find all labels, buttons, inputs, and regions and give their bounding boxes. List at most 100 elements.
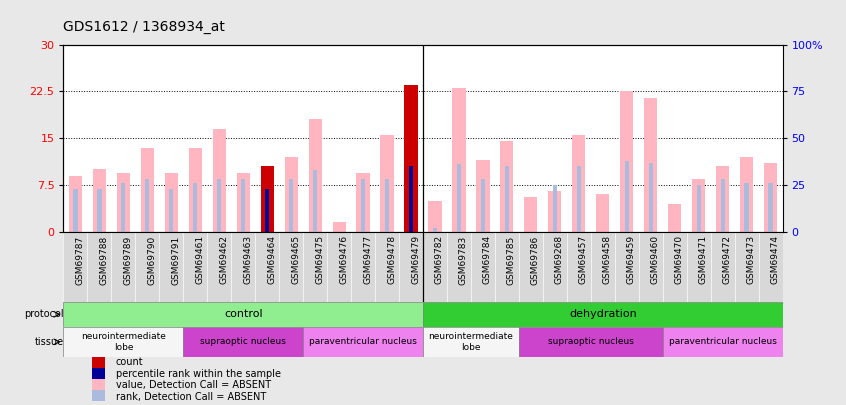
Text: GSM69476: GSM69476	[339, 235, 348, 284]
Bar	[121, 183, 125, 232]
Bar	[184, 232, 207, 302]
Bar	[662, 326, 783, 357]
Text: GSM69460: GSM69460	[651, 235, 660, 284]
Bar	[87, 232, 112, 302]
Text: GSM69785: GSM69785	[507, 235, 516, 285]
Bar	[231, 232, 255, 302]
Bar	[428, 200, 442, 232]
Bar	[184, 326, 303, 357]
Bar	[543, 232, 567, 302]
Bar	[519, 326, 662, 357]
Bar	[525, 198, 537, 232]
Text: dehydration: dehydration	[569, 309, 637, 319]
Text: paraventricular nucleus: paraventricular nucleus	[668, 337, 777, 346]
Text: paraventricular nucleus: paraventricular nucleus	[309, 337, 417, 346]
Text: GSM69786: GSM69786	[531, 235, 540, 285]
Bar	[399, 232, 423, 302]
Bar	[476, 160, 490, 232]
Bar	[92, 390, 105, 403]
Bar	[361, 179, 365, 232]
Bar	[303, 232, 327, 302]
Bar	[764, 163, 777, 232]
Text: GSM69463: GSM69463	[244, 235, 252, 284]
Bar	[649, 162, 653, 232]
Text: count: count	[116, 357, 144, 367]
Text: GSM69461: GSM69461	[195, 235, 204, 284]
Bar	[620, 92, 634, 232]
Bar	[241, 179, 245, 232]
Text: value, Detection Call = ABSENT: value, Detection Call = ABSENT	[116, 380, 271, 390]
Bar	[721, 179, 725, 232]
Text: GSM69475: GSM69475	[315, 235, 324, 284]
Bar	[237, 173, 250, 232]
Bar	[112, 232, 135, 302]
Bar	[615, 232, 639, 302]
Bar	[457, 164, 461, 232]
Bar	[548, 191, 562, 232]
Text: GSM69478: GSM69478	[387, 235, 396, 284]
Bar	[92, 379, 105, 391]
Bar	[63, 326, 184, 357]
Bar	[217, 179, 222, 232]
Bar	[289, 179, 294, 232]
Bar	[662, 232, 687, 302]
Text: GDS1612 / 1368934_at: GDS1612 / 1368934_at	[63, 20, 225, 34]
Bar	[471, 232, 495, 302]
Bar	[146, 179, 150, 232]
Bar	[624, 161, 629, 232]
Bar	[519, 232, 543, 302]
Bar	[639, 232, 662, 302]
Bar	[381, 135, 393, 232]
Bar	[596, 194, 609, 232]
Bar	[165, 173, 178, 232]
Text: neurointermediate
lobe: neurointermediate lobe	[429, 332, 514, 352]
Bar	[495, 232, 519, 302]
Bar	[409, 166, 413, 232]
Text: supraoptic nucleus: supraoptic nucleus	[201, 337, 286, 346]
Bar	[63, 302, 423, 326]
Bar	[744, 183, 749, 232]
Text: GSM69470: GSM69470	[675, 235, 684, 284]
Text: GSM69791: GSM69791	[171, 235, 180, 285]
Bar	[261, 166, 274, 232]
Bar	[385, 179, 389, 232]
Text: GSM69474: GSM69474	[771, 235, 779, 284]
Bar	[481, 179, 485, 232]
Bar	[505, 166, 509, 232]
Text: GSM69477: GSM69477	[363, 235, 372, 284]
Text: GSM69479: GSM69479	[411, 235, 420, 284]
Bar	[303, 326, 423, 357]
Bar	[552, 185, 557, 232]
Bar	[327, 232, 351, 302]
Bar	[577, 166, 581, 232]
Bar	[404, 85, 418, 232]
Text: GSM69459: GSM69459	[627, 235, 635, 284]
Bar	[692, 179, 706, 232]
Bar	[716, 166, 729, 232]
Bar	[332, 222, 346, 232]
Bar	[734, 232, 759, 302]
Bar	[423, 326, 519, 357]
Text: GSM69268: GSM69268	[555, 235, 563, 284]
Bar	[423, 302, 783, 326]
Bar	[351, 232, 375, 302]
Bar	[207, 232, 231, 302]
Text: GSM69782: GSM69782	[435, 235, 444, 284]
Text: neurointermediate
lobe: neurointermediate lobe	[81, 332, 166, 352]
Text: GSM69465: GSM69465	[291, 235, 300, 284]
Text: GSM69783: GSM69783	[459, 235, 468, 285]
Bar	[92, 356, 105, 369]
Text: GSM69790: GSM69790	[147, 235, 157, 285]
Text: protocol: protocol	[24, 309, 63, 319]
Bar	[313, 170, 317, 232]
Bar	[169, 189, 173, 232]
Bar	[447, 232, 471, 302]
Text: GSM69472: GSM69472	[722, 235, 732, 284]
Bar	[279, 232, 303, 302]
Bar	[500, 141, 514, 232]
Bar	[453, 88, 465, 232]
Bar	[572, 135, 585, 232]
Text: GSM69789: GSM69789	[124, 235, 132, 285]
Bar	[74, 189, 78, 232]
Bar	[668, 204, 681, 232]
